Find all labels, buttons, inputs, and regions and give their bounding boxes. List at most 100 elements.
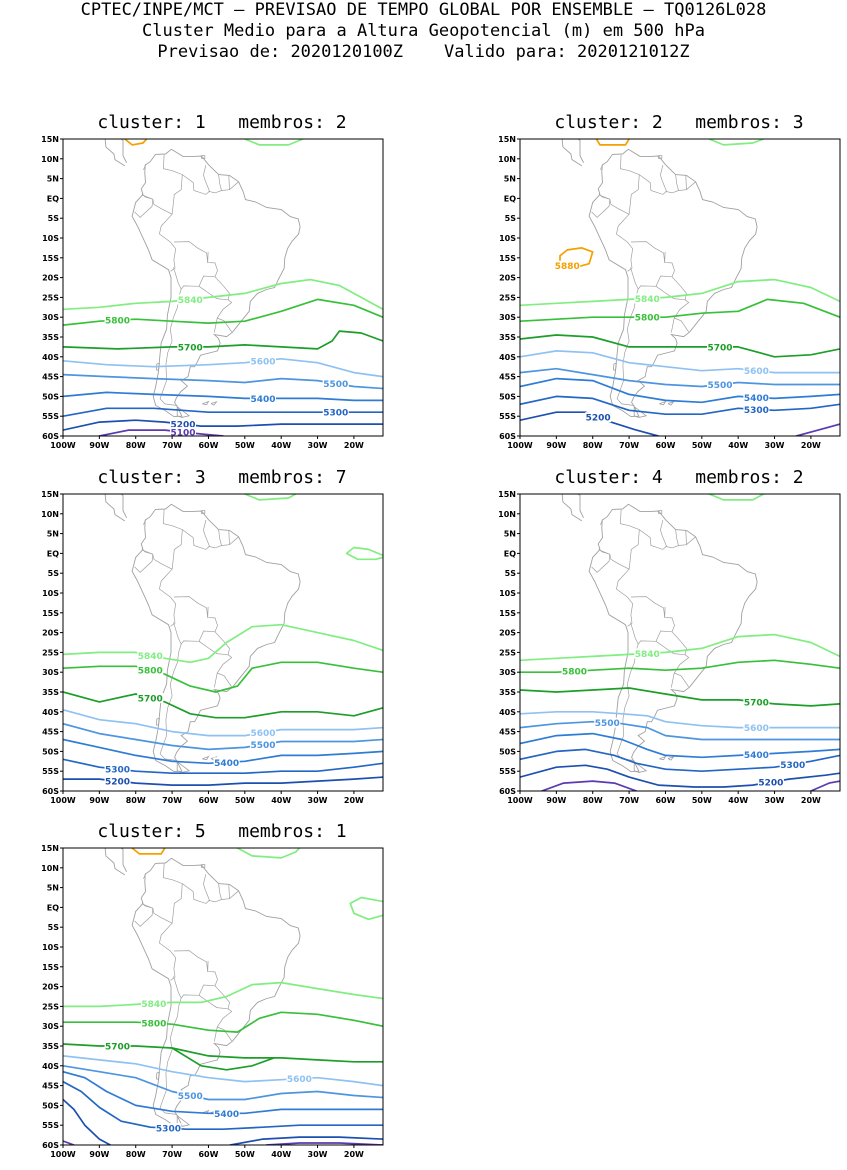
contour-5700 — [520, 335, 840, 357]
contour-label: 5800 — [562, 668, 587, 678]
coastline-central-america — [105, 135, 127, 166]
y-tick-label: 30S — [499, 313, 516, 322]
x-tick-label: 30W — [765, 796, 785, 805]
country-border — [631, 242, 675, 290]
x-tick-label: 90W — [89, 796, 109, 805]
y-tick-label: 40S — [499, 353, 516, 362]
country-border — [174, 242, 218, 290]
contour-label: 5600 — [744, 367, 769, 377]
contour-5400 — [63, 1072, 383, 1114]
contour-label: 5800 — [105, 317, 130, 327]
x-tick-label: 100W — [507, 796, 533, 805]
y-tick-label: 30S — [42, 668, 59, 677]
contour-5600 — [520, 351, 840, 373]
country-border — [674, 673, 689, 687]
x-tick-label: 80W — [126, 796, 146, 805]
y-tick-label: EQ — [47, 194, 59, 203]
x-tick-label: 70W — [162, 1150, 182, 1159]
y-tick-label: 20S — [42, 983, 59, 992]
x-tick-label: 50W — [235, 1150, 255, 1159]
contour-label: 5880 — [555, 262, 580, 272]
contour-label: 5500 — [595, 719, 620, 729]
contour-5840 — [63, 625, 383, 663]
y-tick-label: 40S — [499, 708, 516, 717]
title-line-2: Cluster Medio para a Altura Geopotencial… — [0, 21, 847, 42]
y-tick-label: 55S — [42, 1121, 59, 1130]
country-border — [674, 318, 689, 332]
panel-title: cluster: 5 membros: 1 — [62, 821, 382, 845]
contour-label: 5300 — [156, 1125, 181, 1135]
y-tick-label: 10N — [41, 864, 59, 873]
x-tick-label: 60W — [198, 796, 218, 805]
contour-map: 58405800570056005500540053005200510015N1… — [0, 112, 400, 457]
y-tick-label: 5N — [504, 175, 516, 184]
x-tick-label: 30W — [308, 1150, 328, 1159]
x-tick-label: 80W — [126, 1150, 146, 1159]
island-outline — [157, 719, 160, 726]
country-border — [142, 549, 153, 555]
country-border — [599, 549, 610, 555]
y-tick-label: 10N — [498, 510, 516, 519]
map-frame — [520, 494, 840, 791]
contour-label: 5100 — [170, 429, 195, 439]
contour-5840 — [63, 280, 383, 310]
contour-5100 — [811, 781, 840, 791]
y-tick-label: 60S — [42, 1141, 59, 1150]
country-border — [174, 951, 218, 999]
country-border — [639, 520, 666, 549]
contour-5500 — [520, 722, 840, 740]
y-tick-label: 35S — [499, 688, 516, 697]
x-tick-label: 70W — [162, 441, 182, 450]
panel-title: cluster: 1 membros: 2 — [62, 112, 382, 136]
title-line-3: Previsao de: 2020120100Z Valido para: 20… — [0, 42, 847, 63]
contour-5100 — [796, 424, 840, 436]
island-outline — [659, 757, 665, 760]
y-tick-label: 5S — [505, 214, 517, 223]
y-tick-label: 10S — [42, 589, 59, 598]
y-tick-label: 20S — [499, 274, 516, 283]
contour-label: 5700 — [744, 698, 769, 708]
country-border — [592, 554, 610, 572]
island-outline — [177, 407, 189, 418]
contour-label: 5500 — [178, 1092, 203, 1102]
contour-label: 5700 — [707, 343, 732, 353]
country-border — [219, 175, 222, 191]
contour-5600 — [63, 359, 383, 377]
y-tick-label: 35S — [42, 688, 59, 697]
y-tick-label: 10N — [498, 155, 516, 164]
y-tick-label: 5S — [505, 569, 517, 578]
y-tick-label: 45S — [42, 373, 59, 382]
y-tick-label: 55S — [42, 412, 59, 421]
map-frame — [63, 494, 383, 791]
country-border — [159, 569, 175, 626]
contour-5500 — [63, 724, 383, 750]
contour-label: 5300 — [323, 409, 348, 419]
x-tick-label: 20W — [344, 1150, 364, 1159]
contour-5300 — [63, 1082, 383, 1130]
country-border — [182, 874, 209, 903]
x-tick-label: 90W — [546, 441, 566, 450]
x-tick-label: 20W — [801, 796, 821, 805]
panel-title: cluster: 3 membros: 7 — [62, 467, 382, 491]
x-tick-label: 50W — [692, 441, 712, 450]
contour-label: 5200 — [105, 778, 130, 788]
contour-5400 — [520, 379, 840, 403]
panel-title: cluster: 4 membros: 2 — [519, 467, 839, 491]
contour-label: 5840 — [635, 295, 660, 305]
y-tick-label: 10S — [42, 943, 59, 952]
y-tick-label: 30S — [42, 1022, 59, 1031]
y-tick-label: 25S — [42, 293, 59, 302]
contour-label: 5600 — [744, 724, 769, 734]
panel-title: cluster: 2 membros: 3 — [519, 112, 839, 136]
contour-label: 5500 — [250, 741, 275, 751]
country-border — [219, 884, 222, 900]
x-tick-label: 70W — [619, 441, 639, 450]
y-tick-label: 20S — [42, 274, 59, 283]
y-tick-label: 5N — [47, 884, 59, 893]
y-tick-label: 50S — [499, 392, 516, 401]
y-tick-label: 55S — [499, 412, 516, 421]
y-tick-label: 5S — [48, 214, 60, 223]
y-tick-label: 40S — [42, 708, 59, 717]
contour-label: 5300 — [744, 406, 769, 416]
